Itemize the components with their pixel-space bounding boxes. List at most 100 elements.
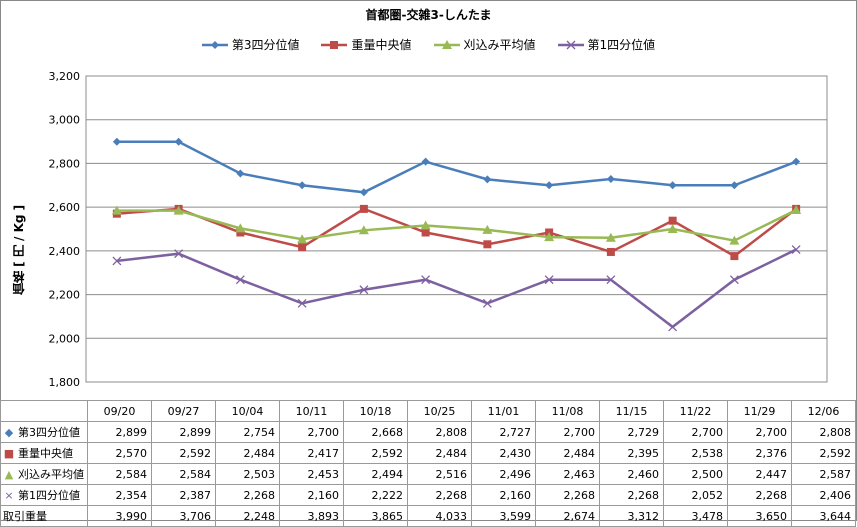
legend-label: 第1四分位値 <box>587 38 656 52</box>
category-label: 09/27 <box>151 400 216 422</box>
row-label: 第1四分位値 <box>18 489 80 502</box>
data-point-diamond <box>606 174 615 183</box>
data-point-diamond <box>545 181 554 190</box>
legend-label: 重量中央値 <box>351 38 412 52</box>
data-point-triangle <box>111 205 122 215</box>
table-cell: 2,268 <box>727 484 792 506</box>
table-cell: 3,478 <box>663 505 728 527</box>
y-tick-label: 2,000 <box>49 332 81 345</box>
data-point-triangle <box>667 224 678 233</box>
y-tick-label: 2,600 <box>49 201 81 214</box>
y-tick-label: 3,200 <box>49 70 81 83</box>
table-cell: 2,592 <box>791 442 856 464</box>
data-point-x <box>668 322 678 332</box>
table-cell: 2,160 <box>471 484 536 506</box>
row-header: × 第1四分位値 <box>0 484 88 506</box>
table-cell: 2,700 <box>279 421 344 443</box>
legend-item: 刈込み平均値 <box>433 36 536 53</box>
data-point-x <box>421 275 431 285</box>
table-cell: 3,865 <box>343 505 408 527</box>
data-point-square <box>668 216 677 225</box>
category-label: 11/29 <box>727 400 792 422</box>
row-label: 重量中央値 <box>18 447 73 460</box>
line-chart: 1,800 2,000 2,200 2,400 2,600 2,800 3,000 3,200 <box>49 70 828 389</box>
data-point-x <box>297 298 307 308</box>
table-cell: 2,406 <box>791 484 856 506</box>
data-point-triangle <box>297 234 308 244</box>
y-tick-label: 2,400 <box>49 245 81 258</box>
data-point-diamond <box>792 157 801 166</box>
table-cell: 2,447 <box>727 463 792 485</box>
table-cell: 2,700 <box>727 421 792 443</box>
data-table: 09/20 09/27 10/04 10/11 10/18 10/25 11/01 11/08… <box>0 400 856 527</box>
table-cell: 2,899 <box>87 421 152 443</box>
square-marker-icon: ■ <box>3 447 15 460</box>
category-label: 11/08 <box>535 400 600 422</box>
table-cell: 2,484 <box>215 442 280 464</box>
category-label: 10/04 <box>215 400 280 422</box>
table-cell: 2,484 <box>535 442 600 464</box>
legend-label: 刈込み平均値 <box>463 38 536 52</box>
data-point-triangle <box>544 232 555 242</box>
y-tick-label: 2,200 <box>49 289 81 302</box>
table-cell: 4,033 <box>407 505 472 527</box>
legend-swatch <box>433 39 460 49</box>
table-cell: 2,584 <box>87 463 152 485</box>
row-label: 取引重量 <box>3 510 47 523</box>
data-point-diamond <box>359 188 368 197</box>
table-cell: 3,599 <box>471 505 536 527</box>
data-point-square <box>421 228 430 237</box>
table-cell: 2,516 <box>407 463 472 485</box>
data-point-x <box>359 285 369 295</box>
table-cell: 2,570 <box>87 442 152 464</box>
chart-title: 首都圏-交雑3-しんたま <box>365 8 492 22</box>
table-cell: 3,650 <box>727 505 792 527</box>
data-point-square <box>298 243 307 252</box>
table-cell: 2,052 <box>663 484 728 506</box>
table-cell: 2,268 <box>599 484 664 506</box>
data-point-diamond <box>174 137 183 146</box>
table-cell: 2,268 <box>215 484 280 506</box>
series-line <box>116 208 797 242</box>
data-point-triangle <box>791 204 802 214</box>
triangle-marker-icon: ▲ <box>4 468 14 481</box>
data-point-triangle <box>605 232 616 242</box>
table-cell: 2,700 <box>535 421 600 443</box>
table-header-row: 09/20 09/27 10/04 10/11 10/18 10/25 11/01 11/08… <box>0 400 856 422</box>
data-point-square <box>483 240 492 249</box>
data-point-x <box>174 249 184 259</box>
table-cell: 3,893 <box>279 505 344 527</box>
data-point-diamond <box>421 157 430 166</box>
data-point-triangle <box>729 235 740 245</box>
table-cell: 2,503 <box>215 463 280 485</box>
table-cell: 3,644 <box>791 505 856 527</box>
table-cell: 2,268 <box>535 484 600 506</box>
data-point-triangle <box>420 220 431 230</box>
table-cell: 2,587 <box>791 463 856 485</box>
data-point-diamond <box>730 181 739 190</box>
data-point-triangle <box>482 224 493 234</box>
row-label: 刈込み平均値 <box>18 468 84 481</box>
y-tick-label: 2,800 <box>49 157 81 170</box>
table-row: ■ 重量中央値 2,570 2,592 2,484 2,417 2,592 2,484 2,43… <box>0 442 856 464</box>
table-cell: 2,354 <box>87 484 152 506</box>
table-cell: 2,538 <box>663 442 728 464</box>
data-point-triangle <box>358 225 369 235</box>
table-cell: 2,592 <box>151 442 216 464</box>
table-row: 取引重量 3,990 3,706 2,248 3,893 3,865 4,033 3,599 2… <box>0 505 856 527</box>
table-row: ◆ 第3四分位値 2,899 2,899 2,754 2,700 2,668 2,808 2,7… <box>0 421 856 443</box>
table-cell: 2,808 <box>407 421 472 443</box>
data-point-diamond <box>483 175 492 184</box>
table-cell: 2,754 <box>215 421 280 443</box>
table-cell: 2,500 <box>663 463 728 485</box>
table-cell: 2,668 <box>343 421 408 443</box>
legend-item: 第3四分位値 <box>201 36 299 53</box>
row-header: ■ 重量中央値 <box>0 442 88 464</box>
table-cell: 2,700 <box>663 421 728 443</box>
table-cell: 2,417 <box>279 442 344 464</box>
category-label: 11/01 <box>471 400 536 422</box>
series-line <box>116 207 797 258</box>
series-line <box>116 140 797 194</box>
y-tick-label: 3,000 <box>49 114 81 127</box>
data-point-diamond <box>112 137 121 146</box>
